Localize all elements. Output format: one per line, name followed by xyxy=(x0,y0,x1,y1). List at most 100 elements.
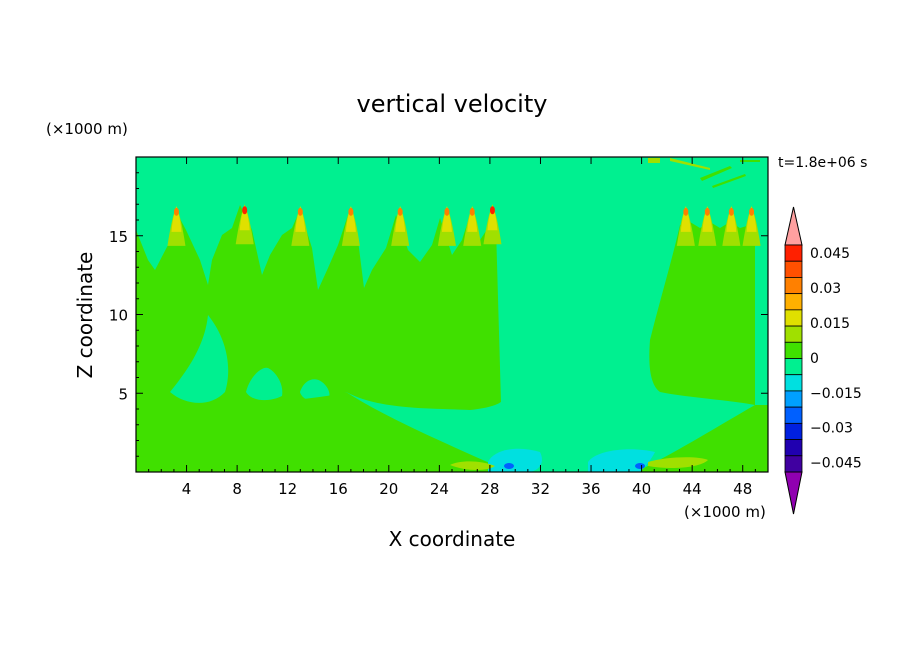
plume-3-core xyxy=(297,207,303,216)
y-tick-label: 15 xyxy=(109,228,128,246)
colorbar-tick-label: 0.03 xyxy=(810,281,841,297)
plume-9 xyxy=(676,205,695,246)
x-axis-label: X coordinate xyxy=(389,527,516,551)
y-unit-label: (×1000 m) xyxy=(46,120,128,138)
x-tick-label: 40 xyxy=(632,480,651,498)
plume-5-mid xyxy=(395,206,406,232)
plume-11 xyxy=(722,205,741,246)
plume-11-mid xyxy=(726,206,737,232)
colorbar-band xyxy=(784,439,803,457)
contour-field xyxy=(136,157,768,472)
plume-1 xyxy=(167,205,186,246)
positive-region-left xyxy=(136,157,503,472)
positive-region-right xyxy=(649,222,755,405)
plume-12-mid xyxy=(746,206,757,232)
plume-10-core xyxy=(704,207,710,216)
yellow-patch-left xyxy=(450,461,495,470)
blue-spot-left xyxy=(504,463,514,469)
chart-title: vertical velocity xyxy=(357,90,548,118)
x-tick-label: 4 xyxy=(182,480,192,498)
yellow-patch-right xyxy=(648,457,708,468)
colorbar-band xyxy=(784,260,803,278)
colorbar-band xyxy=(784,358,803,376)
cyan-patch-left xyxy=(488,448,542,472)
colorbar-band xyxy=(784,406,803,424)
y-axis: 5 10 15 xyxy=(109,172,768,457)
plume-2 xyxy=(235,204,254,245)
x-tick-label: 12 xyxy=(278,480,297,498)
plume-6 xyxy=(437,205,456,246)
x-tick-label: 32 xyxy=(531,480,550,498)
colorbar-band xyxy=(784,325,803,343)
x-tick-label: 24 xyxy=(430,480,449,498)
plume-5-core xyxy=(397,207,403,216)
plume-8 xyxy=(483,204,502,245)
x-tick-label: 16 xyxy=(329,480,348,498)
colorbar-band xyxy=(784,390,803,408)
plume-6-mid xyxy=(441,206,452,232)
colorbar-band xyxy=(784,422,803,440)
plume-9-core xyxy=(683,207,689,216)
colorbar-top-arrow xyxy=(784,206,803,246)
x-axis: 4 8 12 16 20 24 28 32 36 40 44 48 xyxy=(148,157,756,498)
plume-7-mid xyxy=(467,206,478,232)
x-tick-label: 28 xyxy=(480,480,499,498)
colorbar-band xyxy=(784,374,803,392)
colorbar-band xyxy=(784,455,803,473)
plume-4-mid xyxy=(345,206,356,232)
colorbar-tick-label: −0.03 xyxy=(810,421,853,437)
blue-spot-right xyxy=(635,463,645,469)
colorbar-band xyxy=(784,293,803,311)
ripple-4 xyxy=(648,158,660,163)
plume-8-mid xyxy=(487,205,498,231)
plume-12 xyxy=(742,205,761,246)
colorbar-tick-label: −0.015 xyxy=(810,386,862,402)
plume-1-mid xyxy=(171,206,182,232)
low-region-left xyxy=(170,315,229,403)
ripple-3 xyxy=(712,174,746,188)
plume-7 xyxy=(463,205,482,246)
x-tick-label: 20 xyxy=(379,480,398,498)
x-tick-label: 44 xyxy=(683,480,702,498)
colorbar-tick-label: 0 xyxy=(810,351,819,367)
colorbar-band xyxy=(784,341,803,359)
plume-7-core xyxy=(469,207,475,216)
plume-3 xyxy=(291,205,310,246)
low-region-blob-1 xyxy=(246,367,283,401)
colorbar-band xyxy=(784,277,803,295)
plume-2-mid xyxy=(239,205,250,231)
plume-12-core xyxy=(749,207,755,216)
y-tick-label: 5 xyxy=(118,385,128,403)
time-label: t=1.8e+06 s xyxy=(778,155,867,171)
colorbar-tick-label: −0.045 xyxy=(810,456,862,472)
colorbar-tick-label: 0.045 xyxy=(810,246,850,262)
descent-wedge-fill xyxy=(136,392,505,472)
x-tick-label: 8 xyxy=(232,480,242,498)
colorbar: 0.045 0.03 0.015 0 −0.015 −0.03 −0.045 xyxy=(784,206,862,515)
descent-wedge-right xyxy=(640,405,768,472)
ripple-5 xyxy=(740,160,760,162)
plume-2-core xyxy=(242,206,248,215)
plume-8-core xyxy=(489,206,495,215)
plume-10 xyxy=(698,205,717,246)
colorbar-band xyxy=(784,309,803,327)
y-axis-label: Z coordinate xyxy=(73,252,97,379)
colorbar-bottom-arrow xyxy=(784,471,803,515)
ripple-2 xyxy=(700,166,732,181)
plume-10-mid xyxy=(702,206,713,232)
plume-5 xyxy=(391,205,410,246)
plume-11-core xyxy=(728,207,734,216)
colorbar-band xyxy=(784,244,803,262)
plume-4-core xyxy=(348,207,354,216)
y-tick-label: 10 xyxy=(109,307,128,325)
plume-6-core xyxy=(444,207,450,216)
colorbar-tick-label: 0.015 xyxy=(810,316,850,332)
ripple-1 xyxy=(670,158,710,170)
x-tick-label: 36 xyxy=(581,480,600,498)
plume-9-mid xyxy=(680,206,691,232)
x-unit-label: (×1000 m) xyxy=(684,503,766,521)
plume-1-core xyxy=(173,207,179,216)
plume-3-mid xyxy=(295,206,306,232)
x-tick-label: 48 xyxy=(733,480,752,498)
